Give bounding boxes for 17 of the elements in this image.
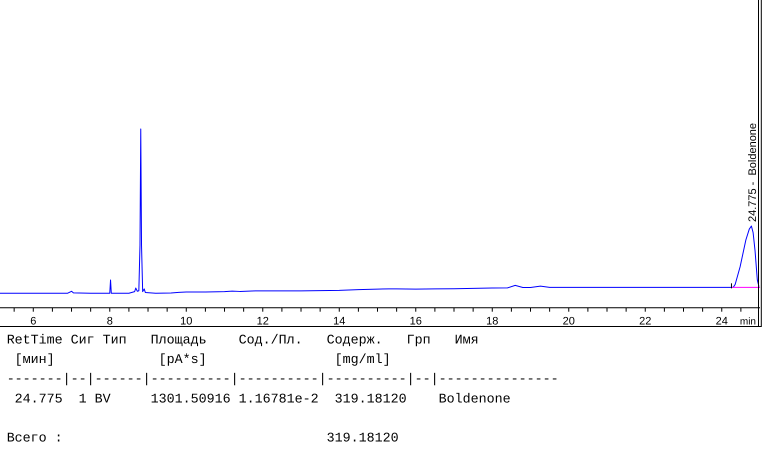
x-tick-label: 20 bbox=[562, 316, 575, 328]
annotation: 24.775 - Boldenone bbox=[746, 122, 759, 222]
x-tick-label: 22 bbox=[639, 316, 652, 328]
text: 24.775 1 BV 1301.50916 1.16781e-2 319.18120 Boldenone bbox=[6, 392, 511, 408]
x-tick-label: 16 bbox=[410, 316, 422, 328]
text: [мин] [pA*s] [mg/ml] bbox=[6, 353, 391, 368]
x-tick-label: 18 bbox=[486, 316, 498, 328]
text: -------|--|------|----------|----------|----------|--|--------------- bbox=[6, 372, 559, 388]
x-tick-label: 14 bbox=[333, 316, 346, 328]
x-tick-label: 6 bbox=[30, 316, 36, 328]
x-tick-label: 24 bbox=[716, 316, 728, 328]
text: Всего : 319.18120 bbox=[6, 432, 399, 446]
x-tick-label: 12 bbox=[256, 316, 269, 328]
x-tick-label: 10 bbox=[180, 316, 192, 328]
x-tick-label: 8 bbox=[106, 316, 113, 328]
text: RetTime Сиг Тип Площадь Сод./Пл. Содерж. Грп Имя bbox=[6, 334, 479, 348]
x-axis-title: min bbox=[740, 316, 756, 328]
